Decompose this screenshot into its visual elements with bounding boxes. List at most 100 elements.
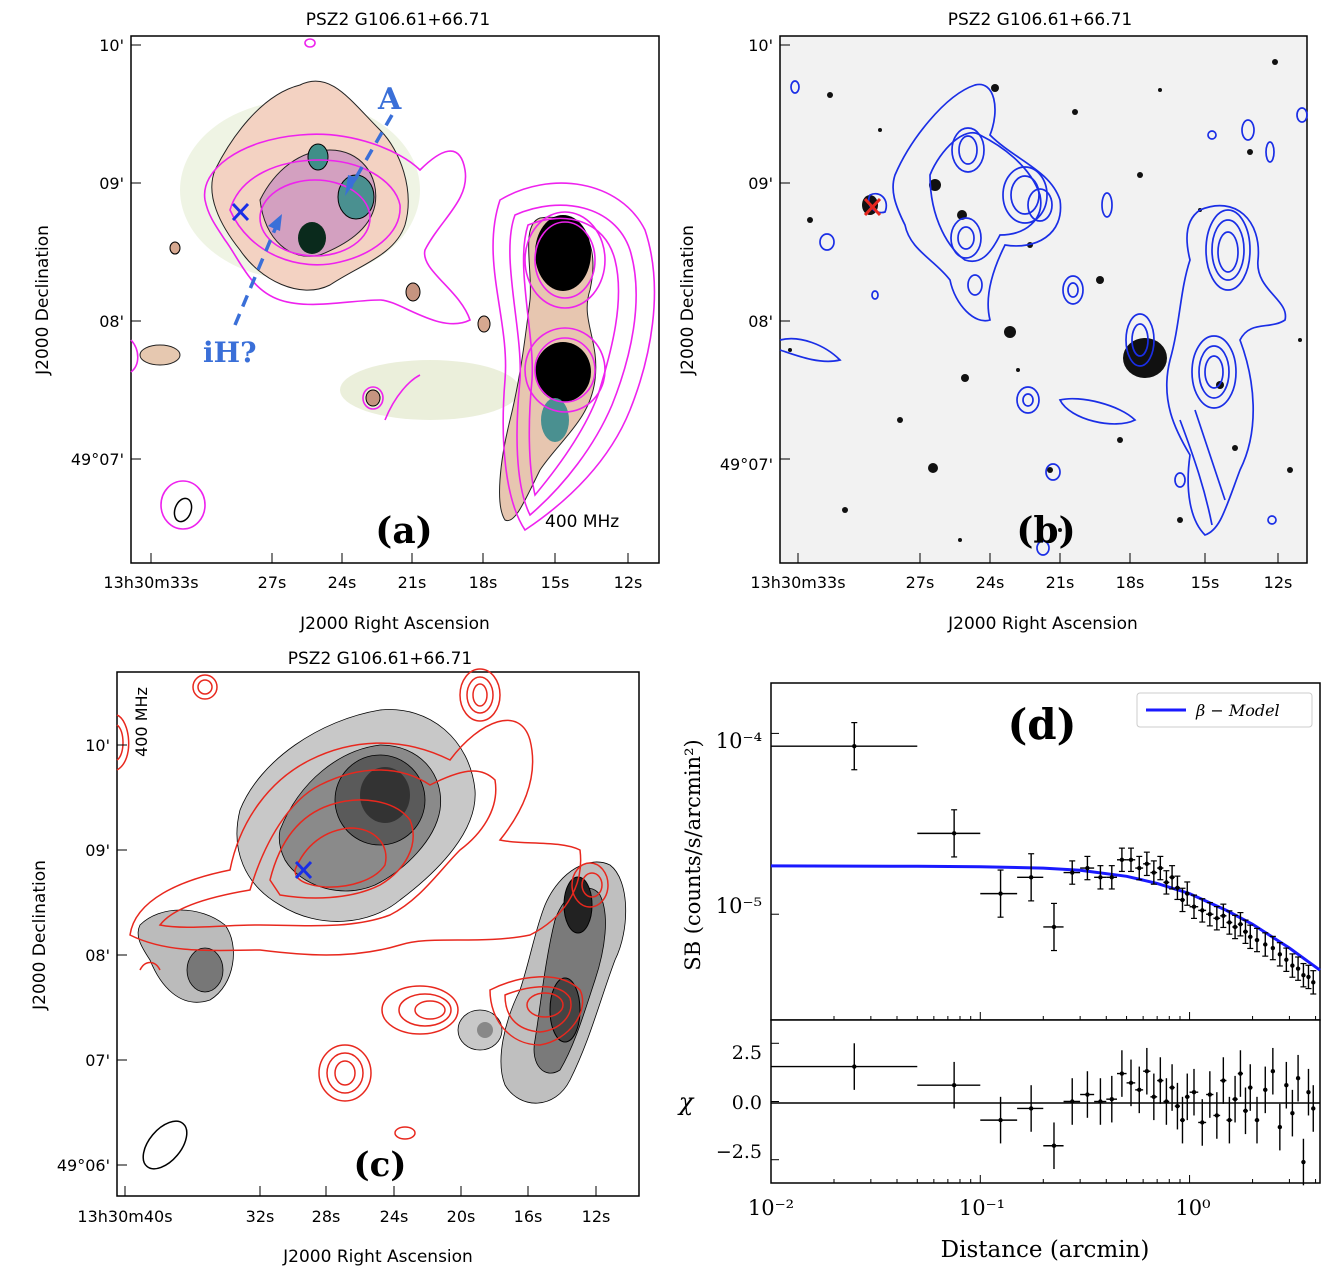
panel-c-xtick: 28s: [312, 1207, 341, 1226]
panel-a-xtick: 12s: [614, 573, 643, 592]
panel-d-ticks: [770, 732, 1317, 1183]
sb-xlabel: Distance (arcmin): [941, 1237, 1150, 1263]
panel-c-frequency: 400 MHz: [132, 687, 151, 757]
sb-data-point: [852, 743, 857, 749]
panel-b-contours: [779, 80, 1308, 556]
sb-data-point: [1227, 920, 1232, 925]
blue-cross-marker-c: [294, 860, 313, 880]
panel-c-title: PSZ2 G106.61+66.71: [288, 649, 472, 669]
panel-c-xtick: 13h30m40s: [77, 1207, 172, 1226]
resid-point: [1263, 1087, 1268, 1093]
resid-point: [1248, 1085, 1253, 1090]
resid-point: [852, 1064, 857, 1069]
panel-a-xtick: 21s: [398, 573, 427, 592]
sb-data-point: [1185, 891, 1190, 896]
resid-point: [1175, 1103, 1180, 1109]
panel-c-xtick: 24s: [380, 1207, 409, 1226]
resid-ytick: −2.5: [716, 1141, 762, 1163]
resid-point: [951, 1083, 957, 1088]
panel-c-ytick: 10': [85, 736, 110, 755]
panel-b-ytick: 10': [748, 36, 773, 55]
sb-data-point: [1070, 870, 1075, 875]
panel-d: (d) β − Model 10⁻⁴ 10⁻⁵ 2.5 0.0 −2.5 10⁻…: [677, 682, 1321, 1263]
legend-label: β − Model: [1195, 701, 1280, 720]
sb-data-point: [1144, 861, 1150, 867]
panel-a-xlabel: J2000 Right Ascension: [299, 614, 490, 634]
panel-c-ytick: 08': [85, 946, 110, 965]
panel-a-ytick: 49°07': [71, 450, 124, 469]
resid-point: [1051, 1143, 1057, 1148]
sb-data-point: [1119, 857, 1125, 862]
panel-a-xtick: 13h30m33s: [103, 573, 198, 592]
sb-data-point: [1301, 972, 1306, 978]
resid-ytick: 0.0: [732, 1092, 762, 1114]
sb-data-point: [1243, 929, 1248, 934]
panel-b-xtick: 12s: [1264, 573, 1293, 592]
resid-point: [1243, 1108, 1248, 1114]
panel-b-ylabel: J2000 Declination: [678, 225, 698, 376]
sb-data-point: [1277, 952, 1283, 957]
resid-ylabel: χ: [677, 1088, 695, 1116]
sb-data-point: [1028, 875, 1034, 880]
sb-data-point: [1151, 870, 1157, 875]
sb-data-point: [1254, 937, 1260, 943]
resid-point: [1169, 1085, 1175, 1090]
panel-b-xtick: 13h30m33s: [750, 573, 845, 592]
panel-b: PSZ2 G106.61+66.71: [678, 10, 1308, 634]
sb-xtick: 10⁻¹: [959, 1196, 1005, 1220]
resid-point: [1119, 1071, 1125, 1076]
annotation-a: A: [377, 82, 402, 117]
panel-a: PSZ2 G106.61+66.71: [33, 10, 660, 634]
sb-ytick: 10⁻⁵: [716, 894, 762, 918]
resid-point: [1185, 1094, 1190, 1100]
sb-data-point: [1051, 924, 1057, 930]
panel-c-xlabel: J2000 Right Ascension: [282, 1247, 473, 1267]
sb-data-point: [1232, 924, 1238, 930]
annotation-ih: iH?: [203, 336, 257, 369]
panel-c-ytick: 07': [85, 1051, 110, 1070]
sb-data-point: [1207, 912, 1213, 917]
resid-point: [1227, 1117, 1232, 1123]
sb-data-point: [1311, 980, 1316, 985]
sb-data-point: [1270, 945, 1276, 951]
panel-a-label: (a): [375, 510, 432, 552]
resid-point: [1085, 1092, 1090, 1097]
panel-a-image: [130, 38, 656, 532]
resid-point: [1180, 1117, 1185, 1123]
panel-c: PSZ2 G106.61+66.71: [30, 649, 640, 1267]
panel-c-contours: [116, 668, 609, 1140]
resid-point: [1295, 1076, 1301, 1081]
sb-data-point: [951, 831, 957, 836]
resid-point: [1221, 1078, 1226, 1083]
resid-point: [1232, 1096, 1238, 1102]
sb-ylabel: SB (counts/s/arcmin²): [681, 739, 705, 970]
sb-data-point: [1098, 875, 1103, 880]
sb-data-point: [1180, 897, 1185, 903]
sb-data-point: [1191, 904, 1197, 909]
sb-data-point: [1295, 966, 1301, 971]
red-cross-marker-b: [863, 197, 882, 217]
panel-b-ytick: 09': [748, 174, 773, 193]
resid-point: [1144, 1069, 1150, 1074]
resid-point: [1128, 1080, 1134, 1086]
resid-point: [1277, 1124, 1283, 1130]
resid-point: [1238, 1071, 1243, 1076]
resid-point: [1158, 1078, 1163, 1083]
sb-ytick: 10⁻⁴: [716, 729, 762, 753]
resid-point: [1200, 1120, 1205, 1125]
panel-b-xlabel: J2000 Right Ascension: [947, 614, 1138, 634]
panel-b-xtick: 15s: [1191, 573, 1220, 592]
sb-plot-frame: [770, 682, 1321, 1021]
resid-point: [1301, 1159, 1306, 1165]
resid-point: [1284, 1083, 1289, 1088]
panel-c-xtick: 12s: [582, 1207, 611, 1226]
resid-point: [1137, 1087, 1142, 1093]
panel-c-xtick: 16s: [514, 1207, 543, 1226]
panel-a-ytick: 10': [99, 36, 124, 55]
panel-b-xtick: 24s: [976, 573, 1005, 592]
panel-d-label: (d): [1007, 700, 1076, 749]
panel-c-xray-image: [137, 709, 627, 1104]
resid-point: [1311, 1106, 1316, 1111]
panel-c-ytick: 09': [85, 841, 110, 860]
panel-c-ytick: 49°06': [57, 1156, 110, 1175]
